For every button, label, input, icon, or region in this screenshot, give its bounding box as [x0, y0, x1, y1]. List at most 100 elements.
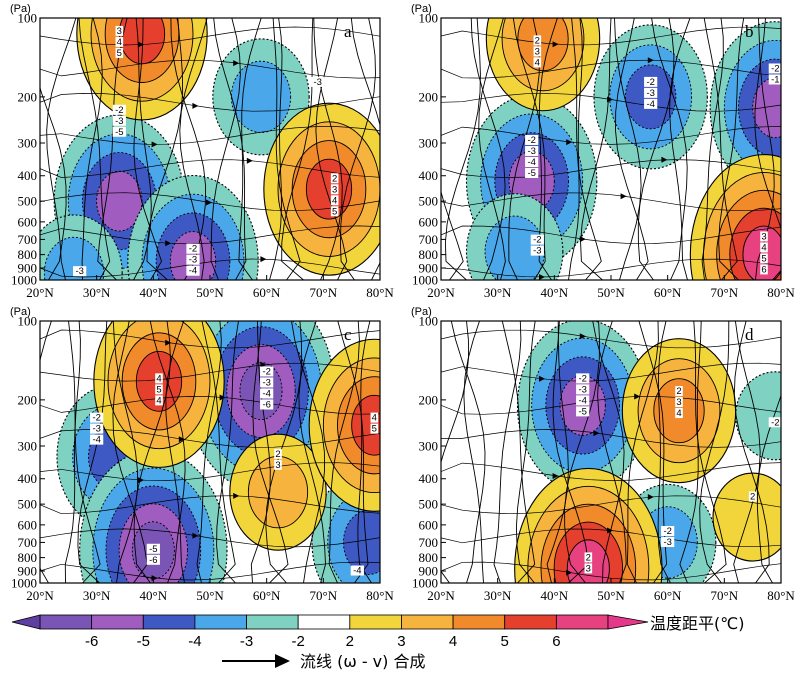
x-tick-label: 70°N [310, 285, 338, 300]
contour-label: -4 [527, 157, 535, 168]
y-tick-label: 900 [18, 261, 38, 276]
contour-label: -4 [262, 388, 270, 399]
contour-label: -3 [92, 424, 100, 435]
contour-label: -2 [189, 244, 197, 255]
streamline [81, 18, 103, 280]
streamline-arrow [552, 41, 559, 48]
contour-label: 4 [332, 195, 337, 206]
streamline-arrow [192, 102, 199, 109]
anomaly-contour [343, 509, 380, 575]
streamline [441, 126, 781, 145]
contour-label-bg [370, 423, 379, 434]
contour-label: -5 [578, 406, 586, 417]
contour-label: -5 [115, 127, 123, 138]
streamline-arrow [219, 394, 226, 401]
contour-label-bg [533, 35, 542, 46]
contour-label-bg [675, 386, 683, 397]
contour-label-bg [748, 491, 757, 502]
streamline [597, 321, 627, 583]
contour-label-bg [533, 46, 542, 57]
contour-label: -1 [771, 74, 779, 85]
streamline [651, 18, 688, 280]
x-tick-label: 40°N [140, 588, 168, 603]
contour-label-bg [274, 448, 282, 459]
panel-d: -2-3-4-5-2-2-3234223d1002003004005006007… [411, 306, 795, 603]
contour-label-bg [576, 395, 590, 406]
streamline [40, 462, 380, 481]
contour-label-bg [155, 395, 163, 406]
streamline-arrow [178, 436, 185, 443]
contour-label-bg [533, 57, 542, 68]
streamline [657, 321, 671, 583]
y-tick-label: 800 [419, 247, 439, 262]
x-tick-label: 40°N [541, 285, 569, 300]
x-tick-label: 20°N [26, 285, 54, 300]
x-tick-label: 60°N [253, 588, 281, 603]
streamline [40, 362, 380, 382]
colorbar-tick-label: 3 [397, 633, 405, 650]
colorbar-tick-label: -3 [240, 633, 253, 650]
streamline-arrow [607, 96, 613, 103]
contour-label: 4 [372, 413, 377, 424]
streamline [165, 321, 185, 583]
contour-label-bg [644, 87, 658, 98]
contour-label: -2 [771, 63, 779, 74]
streamline-legend-label: 流线 (ω - v) 合成 [300, 652, 425, 671]
anomaly-a-1 [127, 174, 259, 280]
streamline [592, 321, 625, 583]
streamline [313, 18, 343, 280]
contour-label: -2 [527, 135, 535, 146]
contour-label-bg [115, 25, 124, 36]
streamline [552, 321, 589, 583]
contour-label: -6 [262, 399, 270, 410]
y-tick-label: 100 [18, 11, 38, 26]
y-tick-label: 400 [18, 471, 38, 486]
streamline [238, 18, 262, 280]
streamline [40, 26, 380, 46]
x-tick-label: 70°N [310, 588, 338, 603]
y-tick-label: 100 [419, 314, 439, 329]
contour-label-bg [260, 399, 274, 410]
streamline [40, 126, 380, 145]
streamline [733, 321, 761, 583]
y-tick-label: 700 [419, 535, 439, 550]
y-tick-label: 100 [419, 11, 439, 26]
contour-label: -5 [149, 544, 157, 555]
streamline [679, 321, 702, 583]
streamline [754, 18, 781, 280]
contour-label: 3 [117, 26, 122, 37]
streamline [146, 18, 184, 280]
streamline [40, 528, 380, 548]
streamline-arrow [138, 41, 144, 48]
anomaly-a-2 [40, 214, 123, 280]
streamline [40, 86, 67, 280]
streamline [441, 192, 781, 212]
contour-label-bg [155, 384, 163, 395]
contour-label-bg [146, 543, 160, 554]
y-tick-label: 300 [419, 439, 439, 454]
streamline [493, 321, 522, 583]
streamline [441, 59, 781, 79]
streamline-arrow [634, 393, 641, 400]
anomaly-b-3 [709, 21, 781, 195]
x-tick-label: 80°N [366, 588, 394, 603]
streamline [441, 321, 469, 583]
contour-label: -4 [646, 99, 654, 110]
contour-label-bg [112, 104, 126, 115]
streamline-arrow [552, 473, 559, 479]
anomaly-d-4 [712, 472, 781, 562]
contour-label: 3 [586, 563, 591, 574]
x-tick-label: 50°N [597, 588, 625, 603]
x-tick-label: 20°N [427, 588, 455, 603]
streamline [40, 159, 380, 178]
streamline-arrow [233, 60, 240, 67]
streamline [40, 93, 380, 112]
x-tick-label: 80°N [366, 285, 394, 300]
y-tick-label: 900 [419, 564, 439, 579]
contour-label: 3 [761, 231, 766, 242]
contour-label: 2 [586, 552, 591, 563]
contour-label-bg [525, 157, 539, 168]
colorbar-segment [297, 614, 351, 630]
